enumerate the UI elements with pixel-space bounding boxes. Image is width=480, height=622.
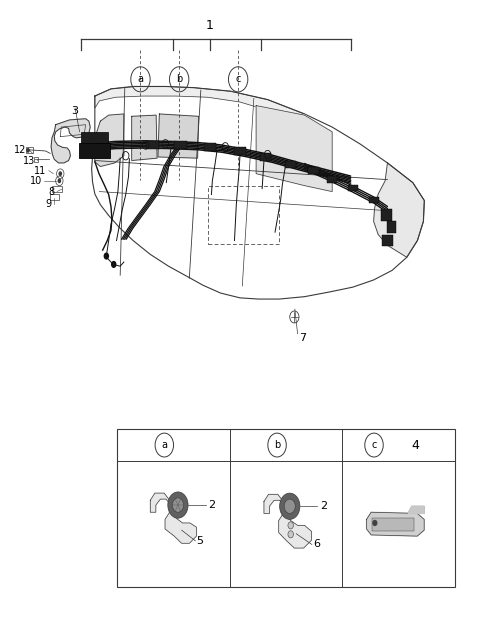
Bar [348, 185, 358, 192]
Circle shape [280, 493, 300, 519]
Text: 2: 2 [320, 501, 327, 511]
Circle shape [288, 531, 293, 538]
Bar [369, 197, 379, 203]
Text: 4: 4 [412, 439, 420, 452]
Text: 7: 7 [299, 333, 306, 343]
Circle shape [59, 171, 62, 176]
Bar [52, 185, 62, 192]
Bar [234, 147, 246, 155]
Text: 6: 6 [314, 539, 321, 549]
Polygon shape [95, 86, 304, 126]
Text: 2: 2 [208, 500, 215, 510]
Text: 10: 10 [30, 176, 42, 186]
Polygon shape [51, 119, 90, 163]
Bar [382, 235, 393, 246]
Bar [386, 221, 396, 233]
Text: 9: 9 [46, 198, 52, 208]
Circle shape [168, 492, 188, 518]
Bar [26, 147, 33, 154]
Bar [204, 143, 216, 151]
Circle shape [172, 498, 183, 513]
Polygon shape [95, 114, 124, 167]
Circle shape [26, 148, 30, 153]
Text: c: c [236, 74, 241, 85]
Bar [327, 177, 337, 183]
Bar [50, 194, 60, 200]
Text: 12: 12 [14, 145, 27, 155]
Text: 13: 13 [23, 156, 35, 165]
Bar [260, 154, 271, 160]
Circle shape [104, 253, 109, 259]
Circle shape [58, 179, 61, 183]
Bar [174, 141, 187, 149]
Text: 11: 11 [34, 165, 47, 175]
Bar [208, 185, 279, 244]
Text: 3: 3 [72, 106, 79, 116]
Circle shape [288, 522, 293, 529]
Polygon shape [373, 163, 424, 258]
Polygon shape [150, 493, 196, 543]
Bar [381, 210, 392, 221]
Bar [117, 429, 455, 587]
Polygon shape [408, 506, 424, 513]
Polygon shape [256, 106, 332, 192]
FancyBboxPatch shape [79, 143, 110, 157]
Polygon shape [264, 494, 312, 548]
Bar [145, 141, 159, 149]
Bar [372, 518, 414, 531]
Bar [285, 160, 297, 168]
Text: 5: 5 [196, 536, 204, 546]
Bar [34, 157, 38, 162]
Text: a: a [137, 74, 144, 85]
Circle shape [372, 520, 377, 526]
FancyBboxPatch shape [81, 132, 108, 143]
Text: 1: 1 [206, 19, 214, 32]
Text: b: b [274, 440, 280, 450]
Circle shape [284, 499, 295, 513]
Text: a: a [161, 440, 168, 450]
Polygon shape [158, 114, 199, 158]
Circle shape [111, 261, 117, 268]
Text: 8: 8 [48, 187, 55, 197]
Bar [308, 167, 319, 174]
Text: b: b [176, 74, 182, 85]
Text: c: c [372, 440, 377, 450]
Polygon shape [367, 513, 424, 536]
Polygon shape [132, 115, 157, 160]
